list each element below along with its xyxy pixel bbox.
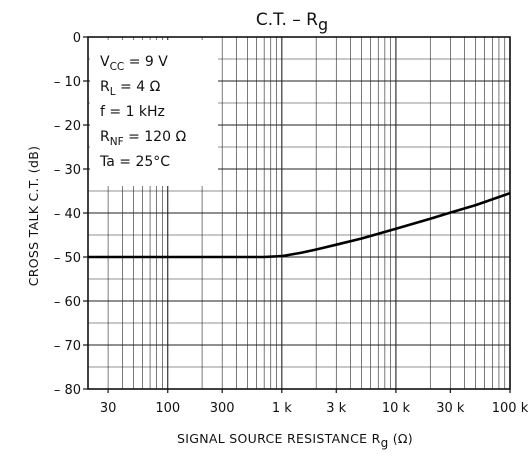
series-group (88, 191, 511, 259)
y-tick-label: 0 (73, 31, 81, 46)
x-tick-label: 30 (100, 401, 117, 416)
y-tick-label: – 20 (54, 119, 81, 134)
x-tick-label: 100 (155, 401, 180, 416)
x-tick-label: 3 k (326, 401, 346, 416)
condition-line: RNF = 120 Ω (100, 129, 186, 148)
condition-line: RL = 4 Ω (100, 79, 161, 98)
y-tick-labels: 0 – 10 – 20 – 30 – 40 – 50 – 60 – 70 – 80 (54, 31, 81, 398)
y-tick-label: – 30 (54, 163, 81, 178)
y-tick-label: – 80 (54, 383, 81, 398)
y-tick-label: – 70 (54, 339, 81, 354)
y-tick-label: – 50 (54, 251, 81, 266)
condition-line: VCC = 9 V (100, 54, 168, 73)
x-axis-title: SIGNAL SOURCE RESISTANCE Rg (Ω) (177, 431, 413, 450)
y-tick-label: – 10 (54, 75, 81, 90)
x-tick-labels: 30 100 300 1 k 3 k 10 k 30 k 100 k (100, 401, 529, 416)
chart-title: C.T. – Rg (256, 10, 328, 34)
x-tick-label: 30 k (436, 401, 465, 416)
y-tick-label: – 60 (54, 295, 81, 310)
plot-frame (83, 36, 511, 393)
x-tick-label: 100 k (492, 401, 529, 416)
conditions-box (90, 40, 218, 186)
condition-line: f = 1 kHz (100, 104, 165, 120)
y-tick-label: – 40 (54, 207, 81, 222)
y-axis-title: CROSS TALK C.T. (dB) (26, 146, 41, 287)
x-tick-label: 10 k (382, 401, 411, 416)
series-line (88, 191, 511, 259)
x-tick-label: 1 k (272, 401, 292, 416)
x-tick-label: 300 (210, 401, 235, 416)
conditions-annotation: VCC = 9 V RL = 4 Ω f = 1 kHz RNF = 120 Ω Ta … (99, 54, 186, 170)
condition-line: Ta = 25°C (99, 154, 170, 170)
